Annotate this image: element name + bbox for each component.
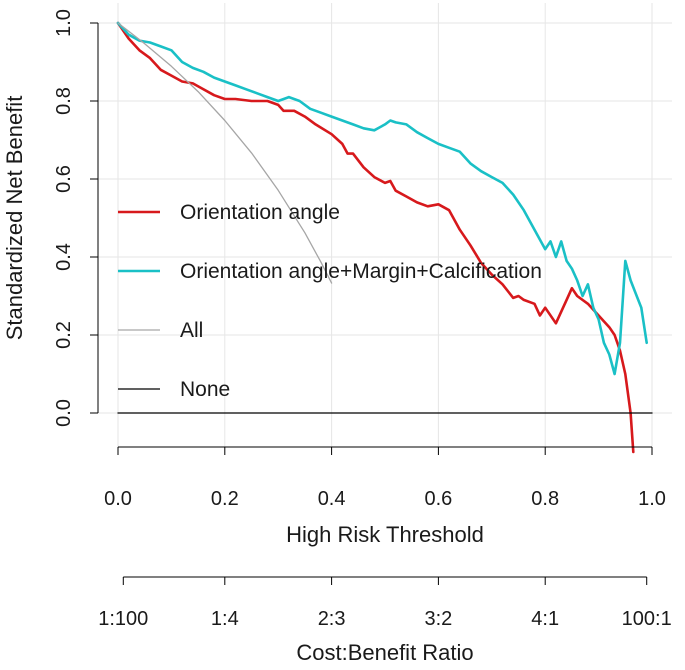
x-tick-label: 0.4 xyxy=(318,488,346,510)
axes: 0.0 0.2 0.4 0.6 0.8 1.0 0.0 0.2 0.4 0.6 0.8 1.0 1:10… xyxy=(53,9,672,630)
y-tick-label: 0.0 xyxy=(53,399,75,427)
y-tick-label: 0.6 xyxy=(53,165,75,193)
x-tick-label: 1.0 xyxy=(638,488,666,510)
secondary-axis-label: Cost:Benefit Ratio xyxy=(296,640,473,665)
x-tick-label: 0.8 xyxy=(531,488,559,510)
legend-label: Orientation angle+Margin+Calcification xyxy=(180,260,542,283)
x-tick-label: 0.6 xyxy=(424,488,452,510)
legend-label: Orientation angle xyxy=(180,201,340,224)
secondary-tick-label: 1:4 xyxy=(211,608,239,630)
series-line-all xyxy=(117,22,333,284)
y-tick-label: 1.0 xyxy=(53,9,75,37)
x-tick-label: 0.2 xyxy=(211,488,239,510)
series-line-orientation-angle-margin-calcification xyxy=(116,21,649,376)
y-tick-label: 0.4 xyxy=(53,243,75,271)
legend: Orientation angle Orientation angle+Margi… xyxy=(118,201,542,401)
secondary-tick-label: 1:100 xyxy=(98,608,148,630)
y-tick-label: 0.8 xyxy=(53,87,75,115)
legend-label: All xyxy=(180,319,203,342)
y-tick-label: 0.2 xyxy=(53,321,75,349)
secondary-tick-label: 3:2 xyxy=(424,608,452,630)
secondary-tick-label: 2:3 xyxy=(318,608,346,630)
y-axis-label: Standardized Net Benefit xyxy=(2,96,27,341)
secondary-tick-label: 4:1 xyxy=(531,608,559,630)
series-line-orientation-angle xyxy=(116,21,635,454)
x-axis-label: High Risk Threshold xyxy=(286,522,484,547)
legend-label: None xyxy=(180,378,230,401)
secondary-tick-label: 100:1 xyxy=(622,608,672,630)
x-tick-label: 0.0 xyxy=(104,488,132,510)
series-lines xyxy=(116,21,653,454)
